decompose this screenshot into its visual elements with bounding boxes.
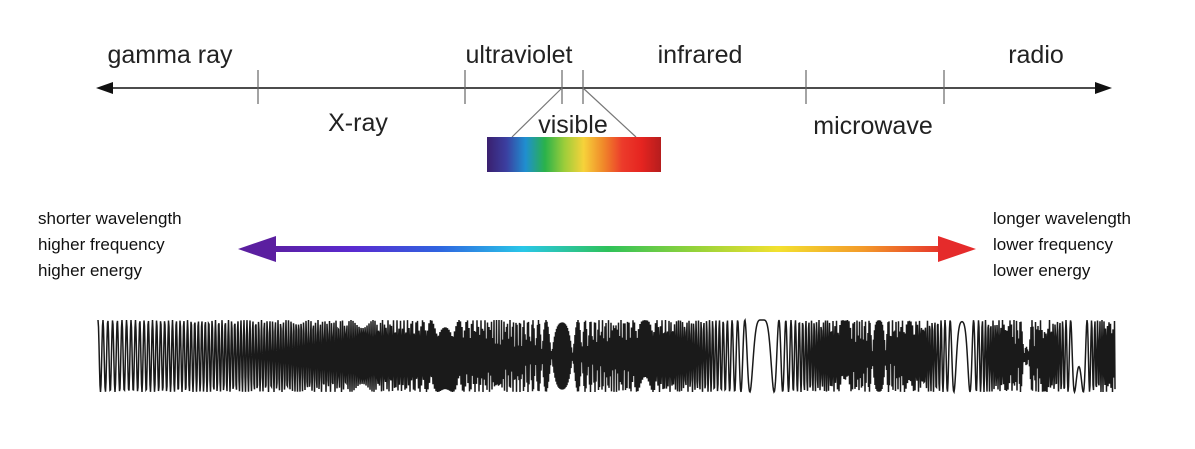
arrowhead-right <box>938 236 976 262</box>
label-ultraviolet: ultraviolet <box>466 41 573 69</box>
wave-illustration <box>97 318 1116 395</box>
left-line-wavelength: shorter wavelength <box>38 209 182 228</box>
left-line-energy: higher energy <box>38 261 142 280</box>
label-microwave: microwave <box>813 112 932 140</box>
axis-arrowhead-left <box>96 82 113 94</box>
label-radio: radio <box>1008 41 1064 69</box>
label-gamma-ray: gamma ray <box>107 41 233 69</box>
spectrum-axis <box>96 70 1112 104</box>
visible-spectrum-bar <box>487 137 661 172</box>
gradient-arrow-shaft <box>268 246 948 252</box>
direction-arrow <box>238 236 976 262</box>
left-line-frequency: higher frequency <box>38 235 165 254</box>
arrowhead-left <box>238 236 276 262</box>
right-line-wavelength: longer wavelength <box>993 209 1131 228</box>
visible-zoom-lines <box>511 87 637 138</box>
label-infrared: infrared <box>658 41 743 69</box>
axis-arrowhead-right <box>1095 82 1112 94</box>
right-line-frequency: lower frequency <box>993 235 1114 254</box>
label-x-ray: X-ray <box>328 109 388 137</box>
label-visible: visible <box>538 111 607 139</box>
right-line-energy: lower energy <box>993 261 1091 280</box>
